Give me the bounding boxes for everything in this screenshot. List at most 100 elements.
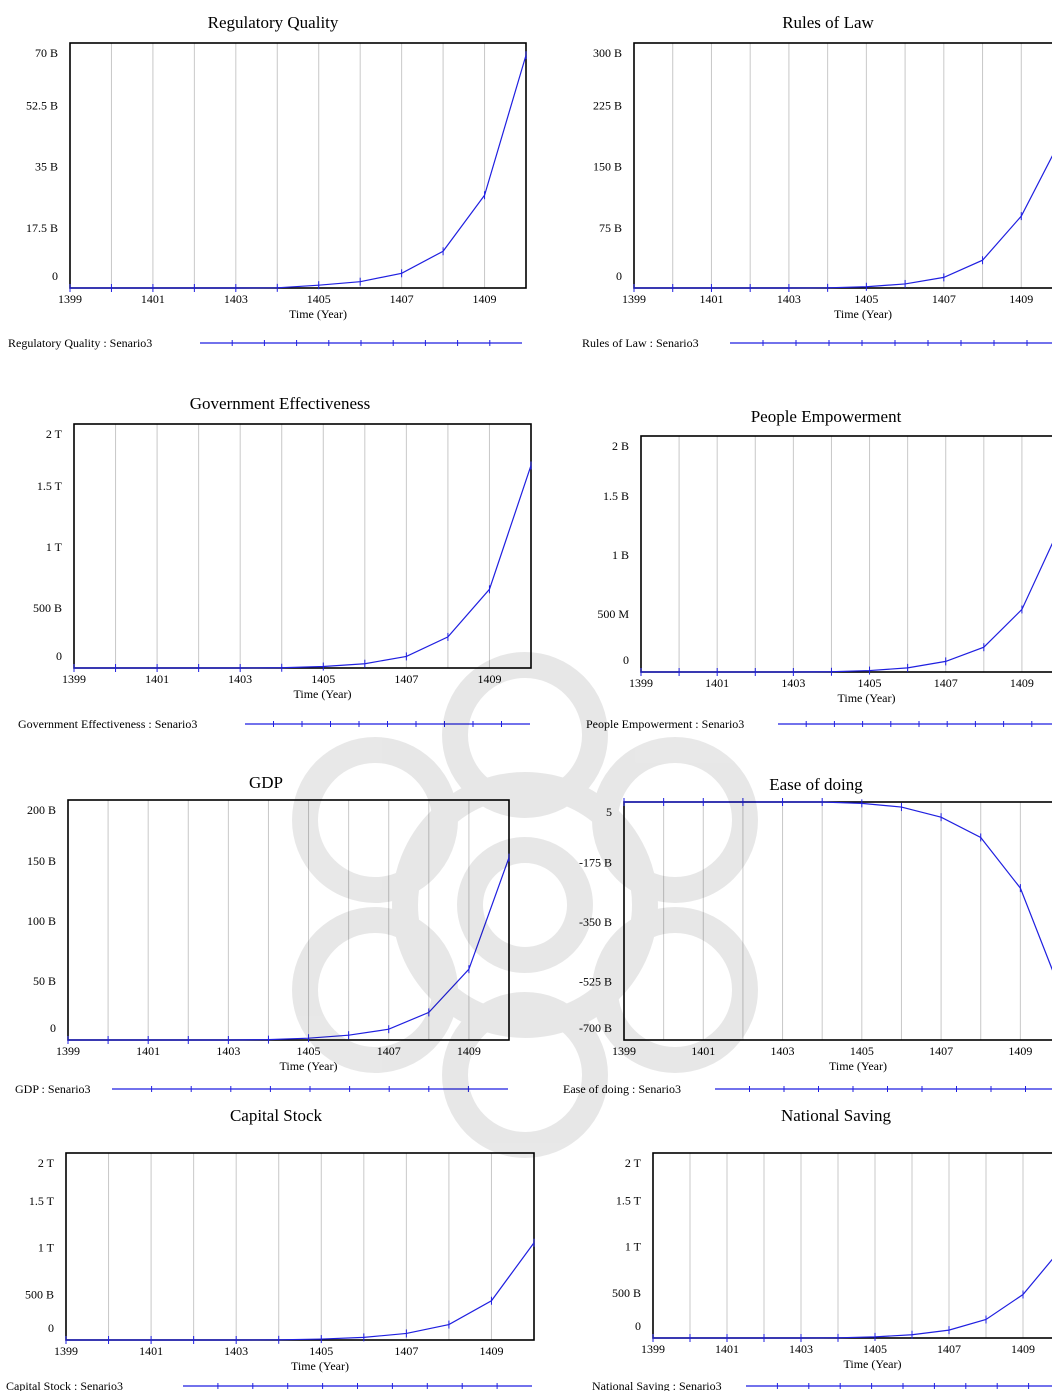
legend-label: Capital Stock : Senario3	[6, 1379, 123, 1391]
x-axis-label: Time (Year)	[829, 1059, 887, 1073]
x-tick-label: 1405	[309, 1344, 333, 1358]
y-tick-label: 0	[50, 1021, 56, 1035]
chart-title: Regulatory Quality	[208, 13, 339, 32]
plot-frame	[652, 1152, 1052, 1339]
x-axis-label: Time (Year)	[837, 691, 895, 705]
y-tick-label: 2 T	[38, 1156, 55, 1170]
series-line	[68, 857, 510, 1041]
y-tick-label: 52.5 B	[26, 98, 58, 112]
x-axis-label: Time (Year)	[834, 307, 892, 321]
x-tick-label: 1407	[929, 1044, 953, 1058]
y-tick-label: 500 B	[25, 1287, 54, 1301]
plot-frame	[69, 42, 527, 289]
chart-title: Capital Stock	[230, 1106, 323, 1125]
x-tick-label: 1399	[56, 1044, 80, 1058]
y-tick-label: 1.5 B	[603, 489, 629, 503]
x-tick-label: 1399	[612, 1044, 636, 1058]
x-tick-label: 1409	[477, 672, 501, 686]
series-line	[66, 1242, 535, 1341]
y-tick-label: 5	[606, 805, 612, 819]
x-tick-label: 1409	[1009, 292, 1033, 306]
x-tick-label: 1405	[307, 292, 331, 306]
x-tick-label: 1401	[141, 292, 165, 306]
x-tick-label: 1401	[715, 1342, 739, 1356]
x-tick-label: 1405	[311, 672, 335, 686]
y-tick-label: 300 B	[593, 46, 622, 60]
series-line	[624, 801, 1052, 971]
y-tick-label: 0	[623, 653, 629, 667]
x-tick-label: 1405	[863, 1342, 887, 1356]
x-tick-label: 1403	[228, 672, 252, 686]
x-tick-label: 1407	[932, 292, 956, 306]
legend-label: People Empowerment : Senario3	[586, 717, 744, 731]
y-tick-label: 0	[616, 269, 622, 283]
legend-label: Regulatory Quality : Senario3	[8, 336, 152, 350]
chart-panel: Capital Stock 0 500 B 1 T 1.5 T 2 T 1399 1401 14…	[6, 1106, 535, 1391]
chart-title: Ease of doing	[769, 775, 863, 794]
x-axis-label: Time (Year)	[279, 1059, 337, 1073]
x-tick-label: 1399	[641, 1342, 665, 1356]
legend-label: National Saving : Senario3	[592, 1379, 722, 1391]
y-tick-label: 1.5 T	[616, 1193, 642, 1207]
x-tick-label: 1401	[136, 1044, 160, 1058]
x-tick-label: 1399	[629, 676, 653, 690]
x-tick-label: 1401	[705, 676, 729, 690]
y-tick-label: 1.5 T	[29, 1194, 55, 1208]
y-tick-label: 1 T	[46, 540, 63, 554]
x-tick-label: 1405	[297, 1044, 321, 1058]
chart-title: National Saving	[781, 1106, 892, 1125]
x-tick-label: 1405	[854, 292, 878, 306]
x-tick-label: 1405	[850, 1044, 874, 1058]
y-tick-label: 0	[52, 269, 58, 283]
plot-frame	[623, 801, 1052, 1041]
y-tick-label: 2 T	[625, 1156, 642, 1170]
x-tick-label: 1409	[1011, 1342, 1035, 1356]
x-tick-label: 1407	[934, 676, 958, 690]
legend-label: Government Effectiveness : Senario3	[18, 717, 197, 731]
y-tick-label: -525 B	[579, 975, 612, 989]
y-tick-label: 150 B	[593, 160, 622, 174]
y-tick-label: 500 B	[612, 1286, 641, 1300]
x-tick-label: 1401	[699, 292, 723, 306]
x-axis-label: Time (Year)	[291, 1359, 349, 1373]
y-tick-label: -700 B	[579, 1021, 612, 1035]
y-tick-label: 75 B	[599, 221, 622, 235]
chart-title: Rules of Law	[782, 13, 874, 32]
y-tick-label: 500 M	[597, 607, 629, 621]
x-tick-label: 1407	[937, 1342, 961, 1356]
chart-title: People Empowerment	[751, 407, 902, 426]
y-tick-label: 1 T	[625, 1240, 642, 1254]
y-tick-label: 0	[56, 649, 62, 663]
series-line	[653, 1258, 1052, 1339]
y-tick-label: 0	[635, 1319, 641, 1333]
y-tick-label: 150 B	[27, 854, 56, 868]
y-tick-label: 0	[48, 1321, 54, 1335]
y-tick-label: 500 B	[33, 601, 62, 615]
legend-label: Ease of doing : Senario3	[563, 1082, 681, 1096]
x-tick-label: 1399	[54, 1344, 78, 1358]
chart-panel: Government Effectiveness 0 500 B 1 T 1.5 T 2 …	[18, 394, 532, 731]
y-tick-label: 2 T	[46, 427, 63, 441]
x-tick-label: 1409	[1010, 676, 1034, 690]
x-tick-label: 1399	[58, 292, 82, 306]
x-axis-label: Time (Year)	[289, 307, 347, 321]
series-line	[634, 155, 1052, 289]
y-tick-label: 50 B	[33, 974, 56, 988]
chart-panel: National Saving 0 500 B 1 T 1.5 T 2 T 1399 1401…	[592, 1106, 1052, 1391]
x-tick-label: 1403	[224, 1344, 248, 1358]
x-tick-label: 1399	[622, 292, 646, 306]
series-line	[74, 465, 532, 669]
y-tick-label: 200 B	[27, 803, 56, 817]
x-tick-label: 1399	[62, 672, 86, 686]
y-tick-label: 2 B	[612, 439, 629, 453]
x-tick-label: 1401	[139, 1344, 163, 1358]
x-tick-label: 1401	[691, 1044, 715, 1058]
x-axis-label: Time (Year)	[843, 1357, 901, 1371]
y-tick-label: 100 B	[27, 914, 56, 928]
x-tick-label: 1403	[781, 676, 805, 690]
legend-label: GDP : Senario3	[15, 1082, 91, 1096]
y-tick-label: 1 T	[38, 1241, 55, 1255]
plot-frame	[67, 799, 510, 1041]
plot-frame	[633, 42, 1052, 289]
